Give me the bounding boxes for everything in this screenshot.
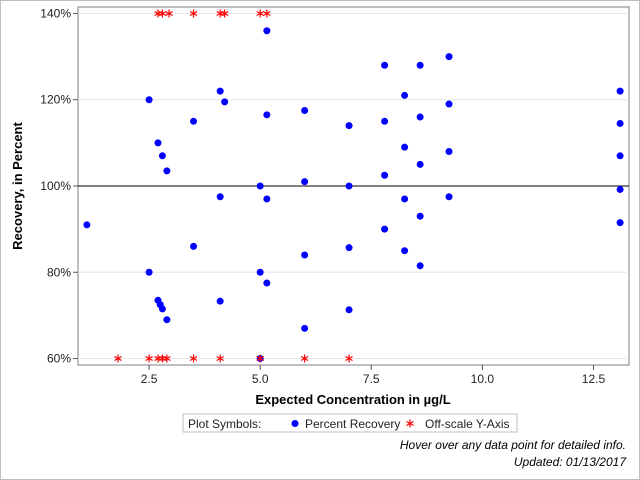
y-tick-label: 60% — [47, 352, 71, 366]
legend-asterisk-icon — [406, 419, 414, 428]
data-point-percent-recovery[interactable] — [416, 113, 424, 121]
data-point-percent-recovery[interactable] — [256, 182, 264, 190]
data-point-percent-recovery[interactable] — [154, 139, 162, 147]
data-point-offscale[interactable] — [256, 354, 264, 363]
data-point-percent-recovery[interactable] — [263, 27, 271, 35]
data-point-percent-recovery[interactable] — [345, 182, 353, 190]
data-point-offscale[interactable] — [216, 354, 224, 363]
data-point-offscale[interactable] — [145, 354, 153, 363]
data-point-percent-recovery[interactable] — [301, 107, 309, 115]
x-axis-ticks: 2.5 5.0 7.5 10.0 12.5 — [141, 365, 606, 386]
data-point-percent-recovery[interactable] — [301, 324, 309, 332]
data-point-percent-recovery[interactable] — [190, 242, 198, 250]
data-point-percent-recovery[interactable] — [345, 306, 353, 314]
data-point-percent-recovery[interactable] — [145, 268, 153, 276]
x-axis-title: Expected Concentration in µg/L — [255, 392, 450, 407]
data-point-percent-recovery[interactable] — [381, 225, 389, 233]
data-point-percent-recovery[interactable] — [216, 87, 224, 95]
y-tick-label: 80% — [47, 265, 71, 279]
x-tick-label: 7.5 — [363, 372, 380, 386]
y-tick-label: 100% — [40, 179, 71, 193]
data-point-percent-recovery[interactable] — [616, 119, 624, 127]
x-tick-label: 2.5 — [141, 372, 158, 386]
data-point-percent-recovery[interactable] — [416, 160, 424, 168]
updated-note: Updated: 01/13/2017 — [513, 455, 626, 469]
data-point-offscale[interactable] — [256, 9, 264, 18]
data-point-percent-recovery[interactable] — [616, 87, 624, 95]
data-point-percent-recovery[interactable] — [616, 219, 624, 227]
legend: Plot Symbols: Percent Recovery Off-scale… — [182, 413, 518, 433]
data-point-percent-recovery[interactable] — [416, 262, 424, 270]
legend-box — [182, 413, 518, 433]
data-point-percent-recovery[interactable] — [158, 305, 166, 313]
data-point-percent-recovery[interactable] — [401, 247, 409, 255]
data-point-percent-recovery[interactable] — [221, 98, 229, 106]
data-point-percent-recovery[interactable] — [263, 279, 271, 287]
legend-title: Plot Symbols: — [188, 417, 261, 431]
data-point-offscale[interactable] — [165, 9, 173, 18]
data-point-percent-recovery[interactable] — [445, 147, 453, 155]
offscale-points — [114, 9, 353, 363]
legend-entry-offscale: Off-scale Y-Axis — [425, 417, 509, 431]
data-point-percent-recovery[interactable] — [445, 53, 453, 61]
data-point-percent-recovery[interactable] — [256, 268, 264, 276]
data-point-percent-recovery[interactable] — [381, 171, 389, 179]
data-point-percent-recovery[interactable] — [616, 152, 624, 160]
data-point-percent-recovery[interactable] — [158, 152, 166, 160]
data-point-percent-recovery[interactable] — [301, 178, 309, 186]
data-point-percent-recovery[interactable] — [83, 221, 91, 229]
data-point-percent-recovery[interactable] — [216, 193, 224, 201]
data-point-percent-recovery[interactable] — [445, 100, 453, 108]
data-point-offscale[interactable] — [345, 354, 353, 363]
data-point-offscale[interactable] — [189, 354, 198, 363]
data-point-percent-recovery[interactable] — [345, 244, 353, 252]
data-point-percent-recovery[interactable] — [616, 185, 624, 193]
y-axis-title: Recovery, in Percent — [10, 122, 25, 250]
data-point-offscale[interactable] — [300, 354, 309, 363]
data-point-percent-recovery[interactable] — [401, 195, 409, 203]
x-tick-label: 5.0 — [252, 372, 269, 386]
data-point-percent-recovery[interactable] — [163, 167, 171, 175]
legend-entry-percent-recovery: Percent Recovery — [305, 417, 400, 431]
hover-note: Hover over any data point for detailed i… — [399, 438, 626, 452]
data-point-percent-recovery[interactable] — [401, 91, 409, 99]
data-point-offscale[interactable] — [220, 9, 229, 18]
data-point-percent-recovery[interactable] — [381, 61, 389, 69]
x-tick-label: 12.5 — [582, 372, 606, 386]
data-point-percent-recovery[interactable] — [401, 143, 409, 151]
data-point-percent-recovery[interactable] — [416, 61, 424, 69]
y-tick-label: 120% — [40, 93, 71, 107]
data-point-percent-recovery[interactable] — [190, 117, 198, 125]
y-tick-label: 140% — [40, 6, 71, 20]
data-point-percent-recovery[interactable] — [145, 96, 153, 104]
data-point-percent-recovery[interactable] — [163, 316, 171, 324]
data-point-offscale[interactable] — [189, 9, 198, 18]
data-point-percent-recovery[interactable] — [263, 195, 271, 203]
percent-recovery-points — [83, 27, 624, 363]
x-tick-label: 10.0 — [471, 372, 495, 386]
data-point-percent-recovery[interactable] — [263, 111, 271, 119]
data-point-percent-recovery[interactable] — [445, 193, 453, 201]
data-point-percent-recovery[interactable] — [216, 297, 224, 305]
data-point-percent-recovery[interactable] — [381, 117, 389, 125]
data-point-percent-recovery[interactable] — [345, 122, 353, 130]
data-point-percent-recovery[interactable] — [301, 251, 309, 259]
data-point-offscale[interactable] — [263, 9, 271, 18]
data-point-percent-recovery[interactable] — [416, 212, 424, 220]
data-point-offscale[interactable] — [158, 9, 167, 18]
legend-circle-icon — [291, 420, 299, 427]
data-point-offscale[interactable] — [163, 354, 171, 363]
data-point-offscale[interactable] — [114, 354, 122, 363]
y-axis-ticks: 60% 80% 100% 120% 140% — [40, 6, 78, 366]
